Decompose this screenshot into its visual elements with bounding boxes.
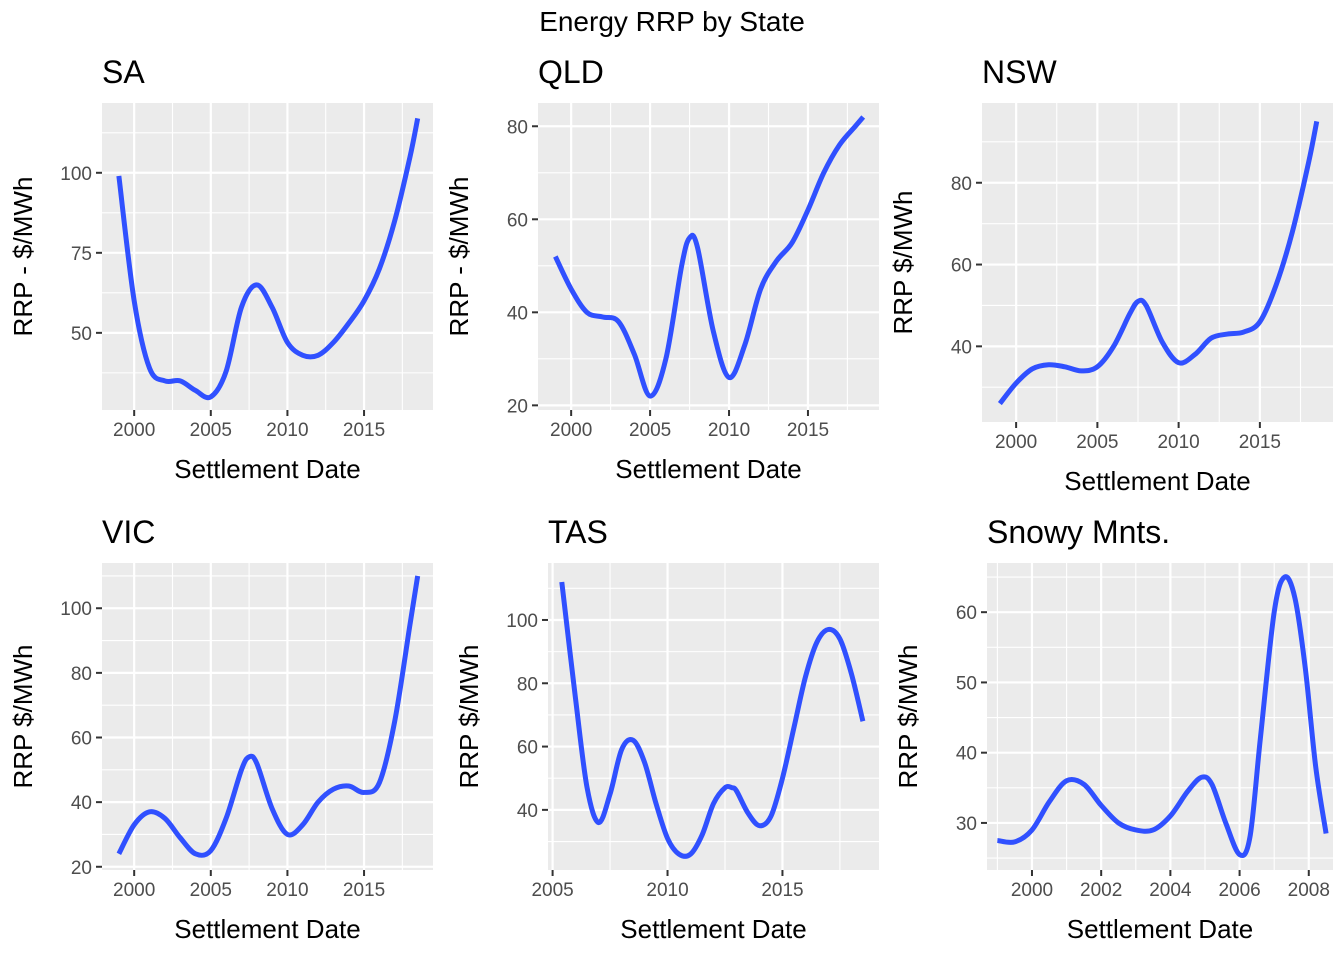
- y-axis-title: RRP $/MWh: [454, 645, 484, 789]
- y-tick-label: 80: [71, 664, 92, 685]
- x-tick-label: 2005: [629, 420, 671, 441]
- y-axis-title: RRP - $/MWh: [444, 177, 474, 337]
- x-axis-title: Settlement Date: [615, 454, 801, 484]
- x-tick-label: 2000: [113, 420, 155, 441]
- x-tick-label: 2015: [343, 880, 385, 901]
- y-tick-label: 20: [71, 858, 92, 879]
- figure-title: Energy RRP by State: [539, 6, 805, 37]
- y-axis-title: RRP $/MWh: [8, 645, 38, 789]
- y-axis-title: RRP - $/MWh: [8, 177, 38, 337]
- y-axis-title: RRP $/MWh: [893, 645, 923, 789]
- series-line: [997, 120, 1320, 406]
- x-tick-label: 2010: [1157, 432, 1199, 453]
- x-tick-label: 2002: [1080, 880, 1122, 901]
- panel-2: 2000 2005 2010 2015 20 40 60 80 QLD Settlement Da…: [444, 54, 879, 484]
- x-tick-label: 2004: [1149, 880, 1192, 901]
- y-tick-label: 60: [71, 729, 92, 750]
- series-line: [116, 117, 421, 401]
- panel-1: 2000 2005 2010 2015 50 75 100 SA Settlement Date…: [8, 54, 433, 484]
- panel-6: 2000 2002 2004 2006 2008 30 40 50 60 Snowy Mnts. S…: [893, 514, 1333, 944]
- y-tick-label: 40: [951, 337, 972, 358]
- panel-5: 2005 2010 2015 40 60 80 100 TAS Settlement Date R…: [454, 514, 879, 944]
- y-tick-label: 50: [71, 324, 92, 345]
- x-tick-label: 2015: [1239, 432, 1281, 453]
- x-tick-label: 2010: [266, 880, 308, 901]
- y-tick-label: 100: [506, 611, 538, 632]
- y-tick-label: 60: [507, 210, 528, 231]
- x-tick-label: 2010: [708, 420, 750, 441]
- y-tick-label: 20: [507, 396, 528, 417]
- panel-title: TAS: [548, 514, 608, 550]
- plot-background: [538, 103, 879, 410]
- y-tick-label: 30: [956, 814, 977, 835]
- panel-title: QLD: [538, 54, 604, 90]
- x-tick-label: 2006: [1218, 880, 1260, 901]
- x-axis-title: Settlement Date: [620, 914, 806, 944]
- x-tick-label: 2005: [190, 880, 232, 901]
- x-axis-title: Settlement Date: [174, 914, 360, 944]
- y-tick-label: 40: [517, 801, 538, 822]
- x-axis-title: Settlement Date: [1067, 914, 1253, 944]
- x-tick-label: 2000: [113, 880, 155, 901]
- y-tick-label: 80: [517, 674, 538, 695]
- y-tick-label: 75: [71, 244, 92, 265]
- y-tick-label: 40: [956, 744, 977, 765]
- y-tick-label: 60: [517, 738, 538, 759]
- series-line: [997, 574, 1329, 858]
- panel-4: 2000 2005 2010 2015 20 40 60 80 100 VIC Settlement…: [8, 514, 433, 944]
- panel-title: SA: [102, 54, 145, 90]
- panel-title: NSW: [982, 54, 1057, 90]
- y-tick-label: 80: [951, 174, 972, 195]
- y-tick-label: 40: [507, 303, 528, 324]
- y-tick-label: 60: [951, 256, 972, 277]
- series-line: [116, 575, 421, 858]
- x-tick-label: 2000: [995, 432, 1037, 453]
- x-tick-label: 2005: [190, 420, 232, 441]
- panel-3: 2000 2005 2010 2015 40 60 80 NSW Settlement Date…: [888, 54, 1333, 496]
- y-tick-label: 50: [956, 673, 977, 694]
- x-tick-label: 2005: [1076, 432, 1118, 453]
- x-tick-label: 2010: [646, 880, 688, 901]
- y-tick-label: 60: [956, 603, 977, 624]
- panels-group: 2000 2005 2010 2015 50 75 100 SA Settlement Date…: [8, 54, 1333, 944]
- x-tick-label: 2005: [531, 880, 573, 901]
- y-tick-label: 100: [60, 599, 92, 620]
- x-tick-label: 2008: [1288, 880, 1330, 901]
- x-tick-label: 2015: [761, 880, 803, 901]
- x-axis-title: Settlement Date: [1064, 466, 1250, 496]
- y-tick-label: 40: [71, 793, 92, 814]
- series-line: [559, 581, 866, 859]
- plot-background: [982, 103, 1333, 422]
- panel-title: Snowy Mnts.: [987, 514, 1170, 550]
- plot-background: [102, 563, 433, 870]
- y-tick-label: 100: [60, 164, 92, 185]
- series-line: [553, 115, 866, 399]
- x-tick-label: 2010: [266, 420, 308, 441]
- x-tick-label: 2015: [343, 420, 385, 441]
- x-tick-label: 2000: [1011, 880, 1053, 901]
- panel-title: VIC: [102, 514, 155, 550]
- y-axis-title: RRP $/MWh: [888, 191, 918, 335]
- y-tick-label: 80: [507, 117, 528, 138]
- plot-background: [102, 103, 433, 410]
- x-tick-label: 2000: [550, 420, 592, 441]
- x-tick-label: 2015: [787, 420, 829, 441]
- x-axis-title: Settlement Date: [174, 454, 360, 484]
